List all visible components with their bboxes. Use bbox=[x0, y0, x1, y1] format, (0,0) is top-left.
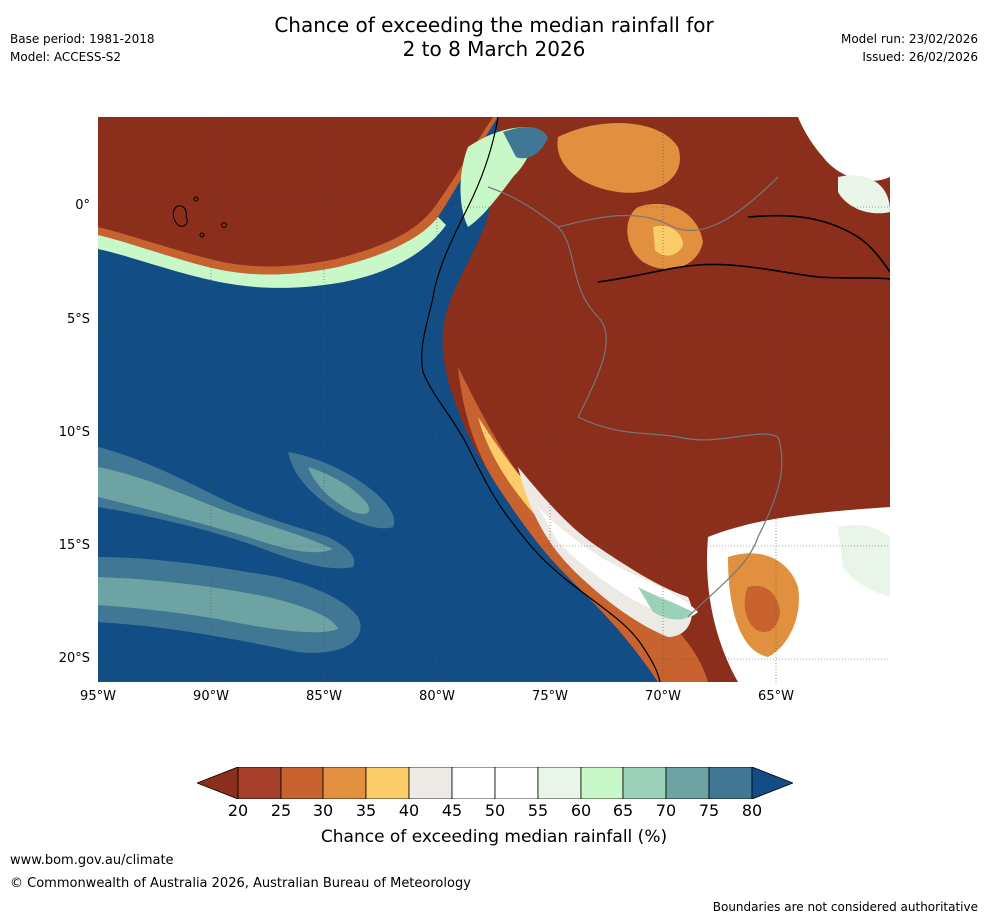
colorbar-tick-75: 75 bbox=[698, 801, 720, 820]
southeast-wet-edge bbox=[838, 525, 890, 597]
colorbar-swatch-35-40 bbox=[365, 766, 410, 800]
colorbar-swatch-75-80 bbox=[708, 766, 753, 800]
colorbar-tick-60: 60 bbox=[570, 801, 592, 820]
northeast-orange-patch bbox=[557, 123, 680, 193]
colorbar-tick-80: 80 bbox=[741, 801, 763, 820]
northeast-wet-corner bbox=[838, 175, 890, 214]
colorbar bbox=[195, 766, 795, 800]
colorbar-swatch-55-60 bbox=[537, 766, 582, 800]
country-borders bbox=[487, 176, 783, 618]
lon-label-90w: 90°W bbox=[193, 689, 229, 704]
lon-label-95w: 95°W bbox=[80, 689, 116, 704]
colorbar-tick-20: 20 bbox=[227, 801, 249, 820]
galapagos-islands bbox=[172, 196, 227, 238]
model-text: Model: ACCESS-S2 bbox=[10, 50, 122, 64]
lon-label-70w: 70°W bbox=[645, 689, 681, 704]
header-right-meta: Model run: 23/02/2026 Issued: 26/02/2026 bbox=[841, 32, 978, 68]
lon-label-75w: 75°W bbox=[532, 689, 568, 704]
colorbar-swatch-30-35 bbox=[322, 766, 367, 800]
title-line-1: Chance of exceeding the median rainfall … bbox=[274, 13, 714, 37]
title-line-2: 2 to 8 March 2026 bbox=[402, 37, 586, 61]
footer-url: www.bom.gov.au/climate bbox=[10, 853, 174, 868]
southeast-dry-core bbox=[744, 585, 780, 632]
lon-label-80w: 80°W bbox=[419, 689, 455, 704]
colorbar-swatch-50-55 bbox=[494, 766, 539, 800]
colorbar-tick-65: 65 bbox=[612, 801, 634, 820]
coastline bbox=[421, 117, 661, 682]
colorbar-tick-50: 50 bbox=[484, 801, 506, 820]
colorbar-svg bbox=[195, 766, 795, 800]
colorbar-tick-45: 45 bbox=[441, 801, 463, 820]
colorbar-tick-70: 70 bbox=[655, 801, 677, 820]
coastal-strip-50 bbox=[538, 507, 698, 618]
colorbar-swatch-45-50 bbox=[451, 766, 496, 800]
base-period-text: Base period: 1981-2018 bbox=[10, 32, 155, 46]
north-coast-wet-core bbox=[503, 127, 548, 159]
colorbar-tick-25: 25 bbox=[270, 801, 292, 820]
graticule bbox=[98, 117, 890, 682]
colorbar-tick-30: 30 bbox=[312, 801, 334, 820]
colorbar-tick-40: 40 bbox=[398, 801, 420, 820]
colorbar-low-arrow bbox=[195, 766, 239, 800]
northeast-neutral-corner bbox=[798, 117, 890, 181]
colorbar-swatch-65-70 bbox=[622, 766, 667, 800]
amazon-river bbox=[597, 214, 890, 283]
lon-label-85w: 85°W bbox=[306, 689, 342, 704]
colorbar-swatch-20-25 bbox=[237, 766, 282, 800]
lat-label-5s: 5°S bbox=[66, 312, 90, 327]
lon-label-65w: 65°W bbox=[758, 689, 794, 704]
issued-text: Issued: 26/02/2026 bbox=[862, 50, 978, 64]
map-title: Chance of exceeding the median rainfall … bbox=[0, 13, 988, 61]
footer-copyright: © Commonwealth of Australia 2026, Austra… bbox=[10, 876, 471, 891]
north-dry-core bbox=[98, 117, 493, 267]
lat-label-0: 0° bbox=[75, 198, 90, 213]
colorbar-swatch-70-75 bbox=[665, 766, 710, 800]
lat-label-10s: 10°S bbox=[58, 425, 90, 440]
colorbar-high-arrow bbox=[751, 766, 795, 800]
ocean-patch-70 bbox=[308, 467, 370, 514]
colorbar-swatch-40-45 bbox=[408, 766, 453, 800]
colorbar-swatch-60-65 bbox=[580, 766, 624, 800]
north-wet-fringe bbox=[98, 217, 446, 288]
colorbar-swatch-25-30 bbox=[280, 766, 324, 800]
lat-label-15s: 15°S bbox=[58, 538, 90, 553]
ocean-band-70 bbox=[98, 467, 333, 553]
colorbar-tick-35: 35 bbox=[355, 801, 377, 820]
northeast-yellow-spot bbox=[653, 225, 683, 256]
footer-note: Boundaries are not considered authoritat… bbox=[712, 900, 978, 914]
rainfall-map-svg bbox=[98, 117, 890, 682]
lat-label-20s: 20°S bbox=[58, 651, 90, 666]
rainfall-map bbox=[98, 117, 890, 682]
colorbar-label: Chance of exceeding median rainfall (%) bbox=[320, 827, 668, 847]
colorbar-tick-55: 55 bbox=[527, 801, 549, 820]
header-left-meta: Base period: 1981-2018 Model: ACCESS-S2 bbox=[10, 32, 155, 68]
ocean-band-south-70 bbox=[98, 577, 338, 633]
coastal-wet-patch bbox=[638, 587, 693, 620]
model-run-text: Model run: 23/02/2026 bbox=[840, 32, 978, 46]
